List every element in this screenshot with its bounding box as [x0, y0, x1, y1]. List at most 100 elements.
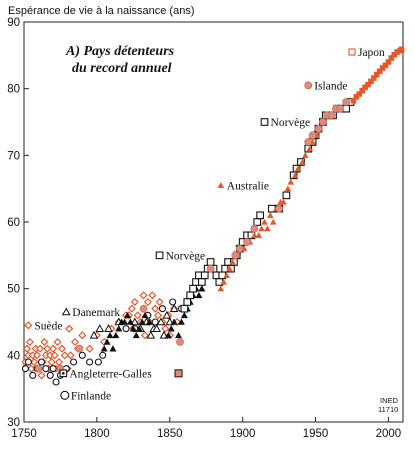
y-tick-label: 50: [7, 284, 20, 296]
data-point: [250, 224, 259, 233]
data-point: [49, 365, 57, 373]
data-point: [362, 84, 368, 91]
data-point: [175, 331, 183, 339]
annotation-label: Japon: [358, 47, 385, 59]
data-point: [121, 318, 129, 325]
annotation-label: Norvège: [166, 250, 206, 262]
y-tick-label: 30: [7, 417, 20, 429]
data-point: [21, 365, 30, 373]
annotation-label: Danemark: [72, 307, 120, 319]
data-point: [70, 337, 80, 347]
data-point: [70, 358, 78, 366]
data-point: [42, 365, 50, 373]
data-point: [231, 251, 240, 260]
data-point: [299, 158, 306, 165]
data-point: [359, 87, 365, 94]
data-point: [385, 59, 392, 65]
data-point: [148, 291, 157, 300]
annotation-label: Angleterre-Galles: [69, 368, 152, 380]
annotation-marker: [61, 307, 71, 316]
data-point: [89, 330, 99, 339]
data-point: [302, 152, 309, 158]
data-point: [29, 371, 37, 379]
annotation-end-marker: [174, 369, 183, 378]
annotation-marker: [348, 48, 356, 56]
annotation-marker: [155, 251, 164, 260]
data-point: [115, 325, 123, 332]
data-point: [282, 191, 291, 200]
data-point: [145, 318, 153, 325]
data-point: [336, 104, 345, 113]
annotation-label: Australie: [227, 180, 269, 192]
data-point: [104, 324, 113, 332]
data-point: [132, 331, 140, 339]
data-point: [24, 358, 32, 366]
data-point: [304, 138, 313, 146]
data-point: [180, 311, 188, 319]
data-point: [35, 344, 45, 353]
data-point: [46, 371, 54, 379]
data-point: [49, 344, 58, 353]
data-point: [34, 364, 43, 373]
data-point: [50, 351, 59, 360]
data-point: [197, 278, 206, 286]
data-point: [140, 331, 150, 340]
data-point: [162, 310, 172, 319]
y-axis-label: Espérance de vie à la naissance (ans): [8, 5, 195, 17]
data-point: [146, 330, 156, 339]
data-point: [198, 285, 206, 292]
data-point: [100, 345, 108, 352]
data-point: [106, 331, 114, 339]
data-point: [52, 378, 60, 386]
data-point: [229, 258, 236, 265]
data-point: [139, 291, 148, 300]
data-point: [138, 318, 146, 325]
credit-line-2: 11710: [378, 405, 398, 414]
data-point: [33, 351, 42, 360]
data-point: [161, 324, 170, 333]
data-point: [156, 317, 166, 326]
data-point: [37, 358, 46, 366]
data-point: [129, 325, 137, 332]
data-point: [388, 55, 395, 61]
data-point: [151, 304, 160, 313]
data-point: [200, 271, 209, 280]
data-point: [264, 225, 271, 232]
data-point: [53, 337, 62, 347]
data-point: [235, 244, 244, 253]
data-point: [139, 304, 148, 313]
data-point: [280, 198, 287, 205]
data-point: [353, 93, 360, 100]
data-point: [167, 325, 175, 332]
data-point: [350, 97, 357, 104]
data-point: [243, 238, 251, 246]
data-point: [143, 297, 152, 307]
data-point: [253, 218, 262, 226]
data-point: [371, 75, 377, 81]
data-point: [189, 284, 197, 293]
data-point: [154, 311, 163, 320]
data-point: [66, 351, 75, 360]
data-point: [158, 305, 167, 313]
data-point: [391, 51, 398, 58]
data-point: [261, 218, 268, 225]
data-point: [294, 165, 302, 172]
data-point: [94, 358, 102, 366]
data-point: [269, 218, 277, 225]
y-tick-label: 40: [7, 350, 20, 362]
data-point: [135, 325, 143, 332]
data-point: [258, 225, 265, 232]
data-point: [123, 311, 131, 319]
data-point: [78, 351, 86, 359]
annotation-marker: [24, 321, 33, 330]
data-point: [275, 204, 283, 213]
data-point: [382, 62, 389, 69]
data-point: [398, 46, 405, 53]
data-point: [373, 71, 380, 78]
credit-line-1: INED: [380, 396, 399, 405]
data-point: [112, 331, 120, 339]
annotation-marker: [304, 81, 313, 90]
data-point: [99, 351, 107, 359]
x-tick-label: 2000: [376, 428, 402, 440]
data-point: [195, 291, 203, 299]
